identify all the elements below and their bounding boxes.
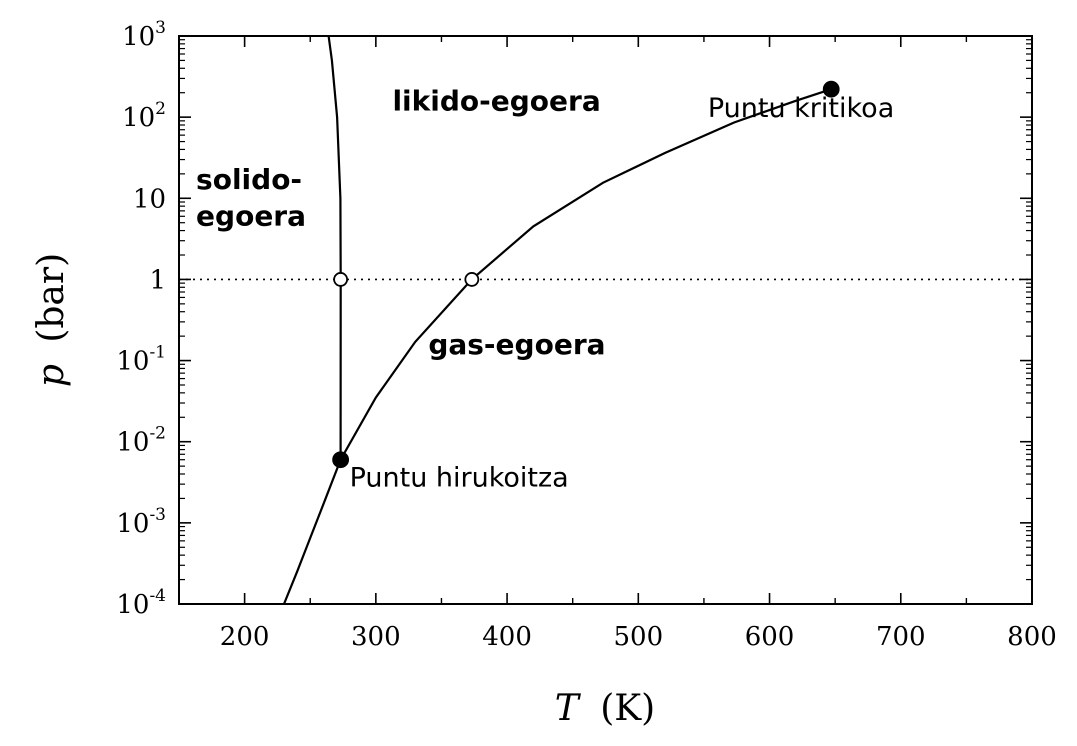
curves [179,35,1032,605]
open-marker [464,272,480,287]
x-axis-unit: (K) [600,688,655,729]
region-label-solid-line: egoera [196,199,306,232]
x-tick-label: 400 [482,622,532,652]
x-tick-label: 800 [1007,622,1057,652]
y-tick-label: 102 [122,99,166,133]
x-axis-title: T (K) [555,688,655,729]
region-label-liquid: likido-egoera [392,85,600,118]
y-tick-exponent: -2 [149,424,166,444]
open-marker [333,272,349,287]
y-axis-unit: (bar) [31,253,72,343]
y-tick-base: 10 [122,22,155,52]
y-tick-label: 10-3 [116,505,166,539]
x-tick-label: 600 [745,622,795,652]
y-tick-base: 10 [133,184,166,214]
filled-marker [822,80,840,98]
y-tick-label: 1 [149,265,166,295]
x-tick-label: 200 [220,622,270,652]
y-axis-symbol: p [31,364,72,387]
region-label-gas: gas-egoera [428,328,605,361]
x-tick-label: 300 [351,622,401,652]
x-axis-symbol: T [555,688,582,729]
y-tick-exponent: -1 [149,343,166,363]
critical-point-label: Puntu kritikoa [708,93,894,124]
region-label-solid-line: solido- [196,163,302,196]
y-tick-exponent: 2 [155,99,166,119]
markers [332,80,840,469]
filled-marker [332,451,350,469]
y-tick-exponent: -4 [149,586,166,606]
series-line-1 [282,88,832,605]
triple-point-label-line: Puntu hirukoitza [350,463,569,494]
x-tick-label: 500 [613,622,663,652]
y-tick-exponent: -3 [149,505,166,525]
y-tick-base: 1 [149,265,166,295]
y-tick-base: 10 [116,590,149,620]
y-tick-base: 10 [116,347,149,377]
y-tick-label: 10-1 [116,343,166,377]
region-label-gas-line: gas-egoera [428,328,605,361]
x-axis: 200 300 400 500 600 700 800 [178,36,1057,652]
plot-frame [178,35,1033,605]
y-tick-label: 10-4 [116,586,166,620]
y-axis-title: p (bar) [31,253,72,387]
y-tick-base: 10 [122,103,155,133]
x-tick-label: 700 [876,622,926,652]
y-tick-label: 10 [133,184,166,214]
region-label-solid: solido-egoera [196,163,306,232]
triple-point-label: Puntu hirukoitza [350,463,569,494]
series-line-2 [327,35,342,460]
y-tick-exponent: 3 [155,18,166,38]
y-tick-label: 10-2 [116,424,166,458]
annotations: likido-egoera solido-egoera gas-egoera Punt… [196,85,894,494]
y-tick-label: 103 [122,18,166,52]
y-tick-base: 10 [116,428,149,458]
critical-point-label-line: Puntu kritikoa [708,93,894,124]
region-label-liquid-line: likido-egoera [392,85,600,118]
y-tick-base: 10 [116,509,149,539]
